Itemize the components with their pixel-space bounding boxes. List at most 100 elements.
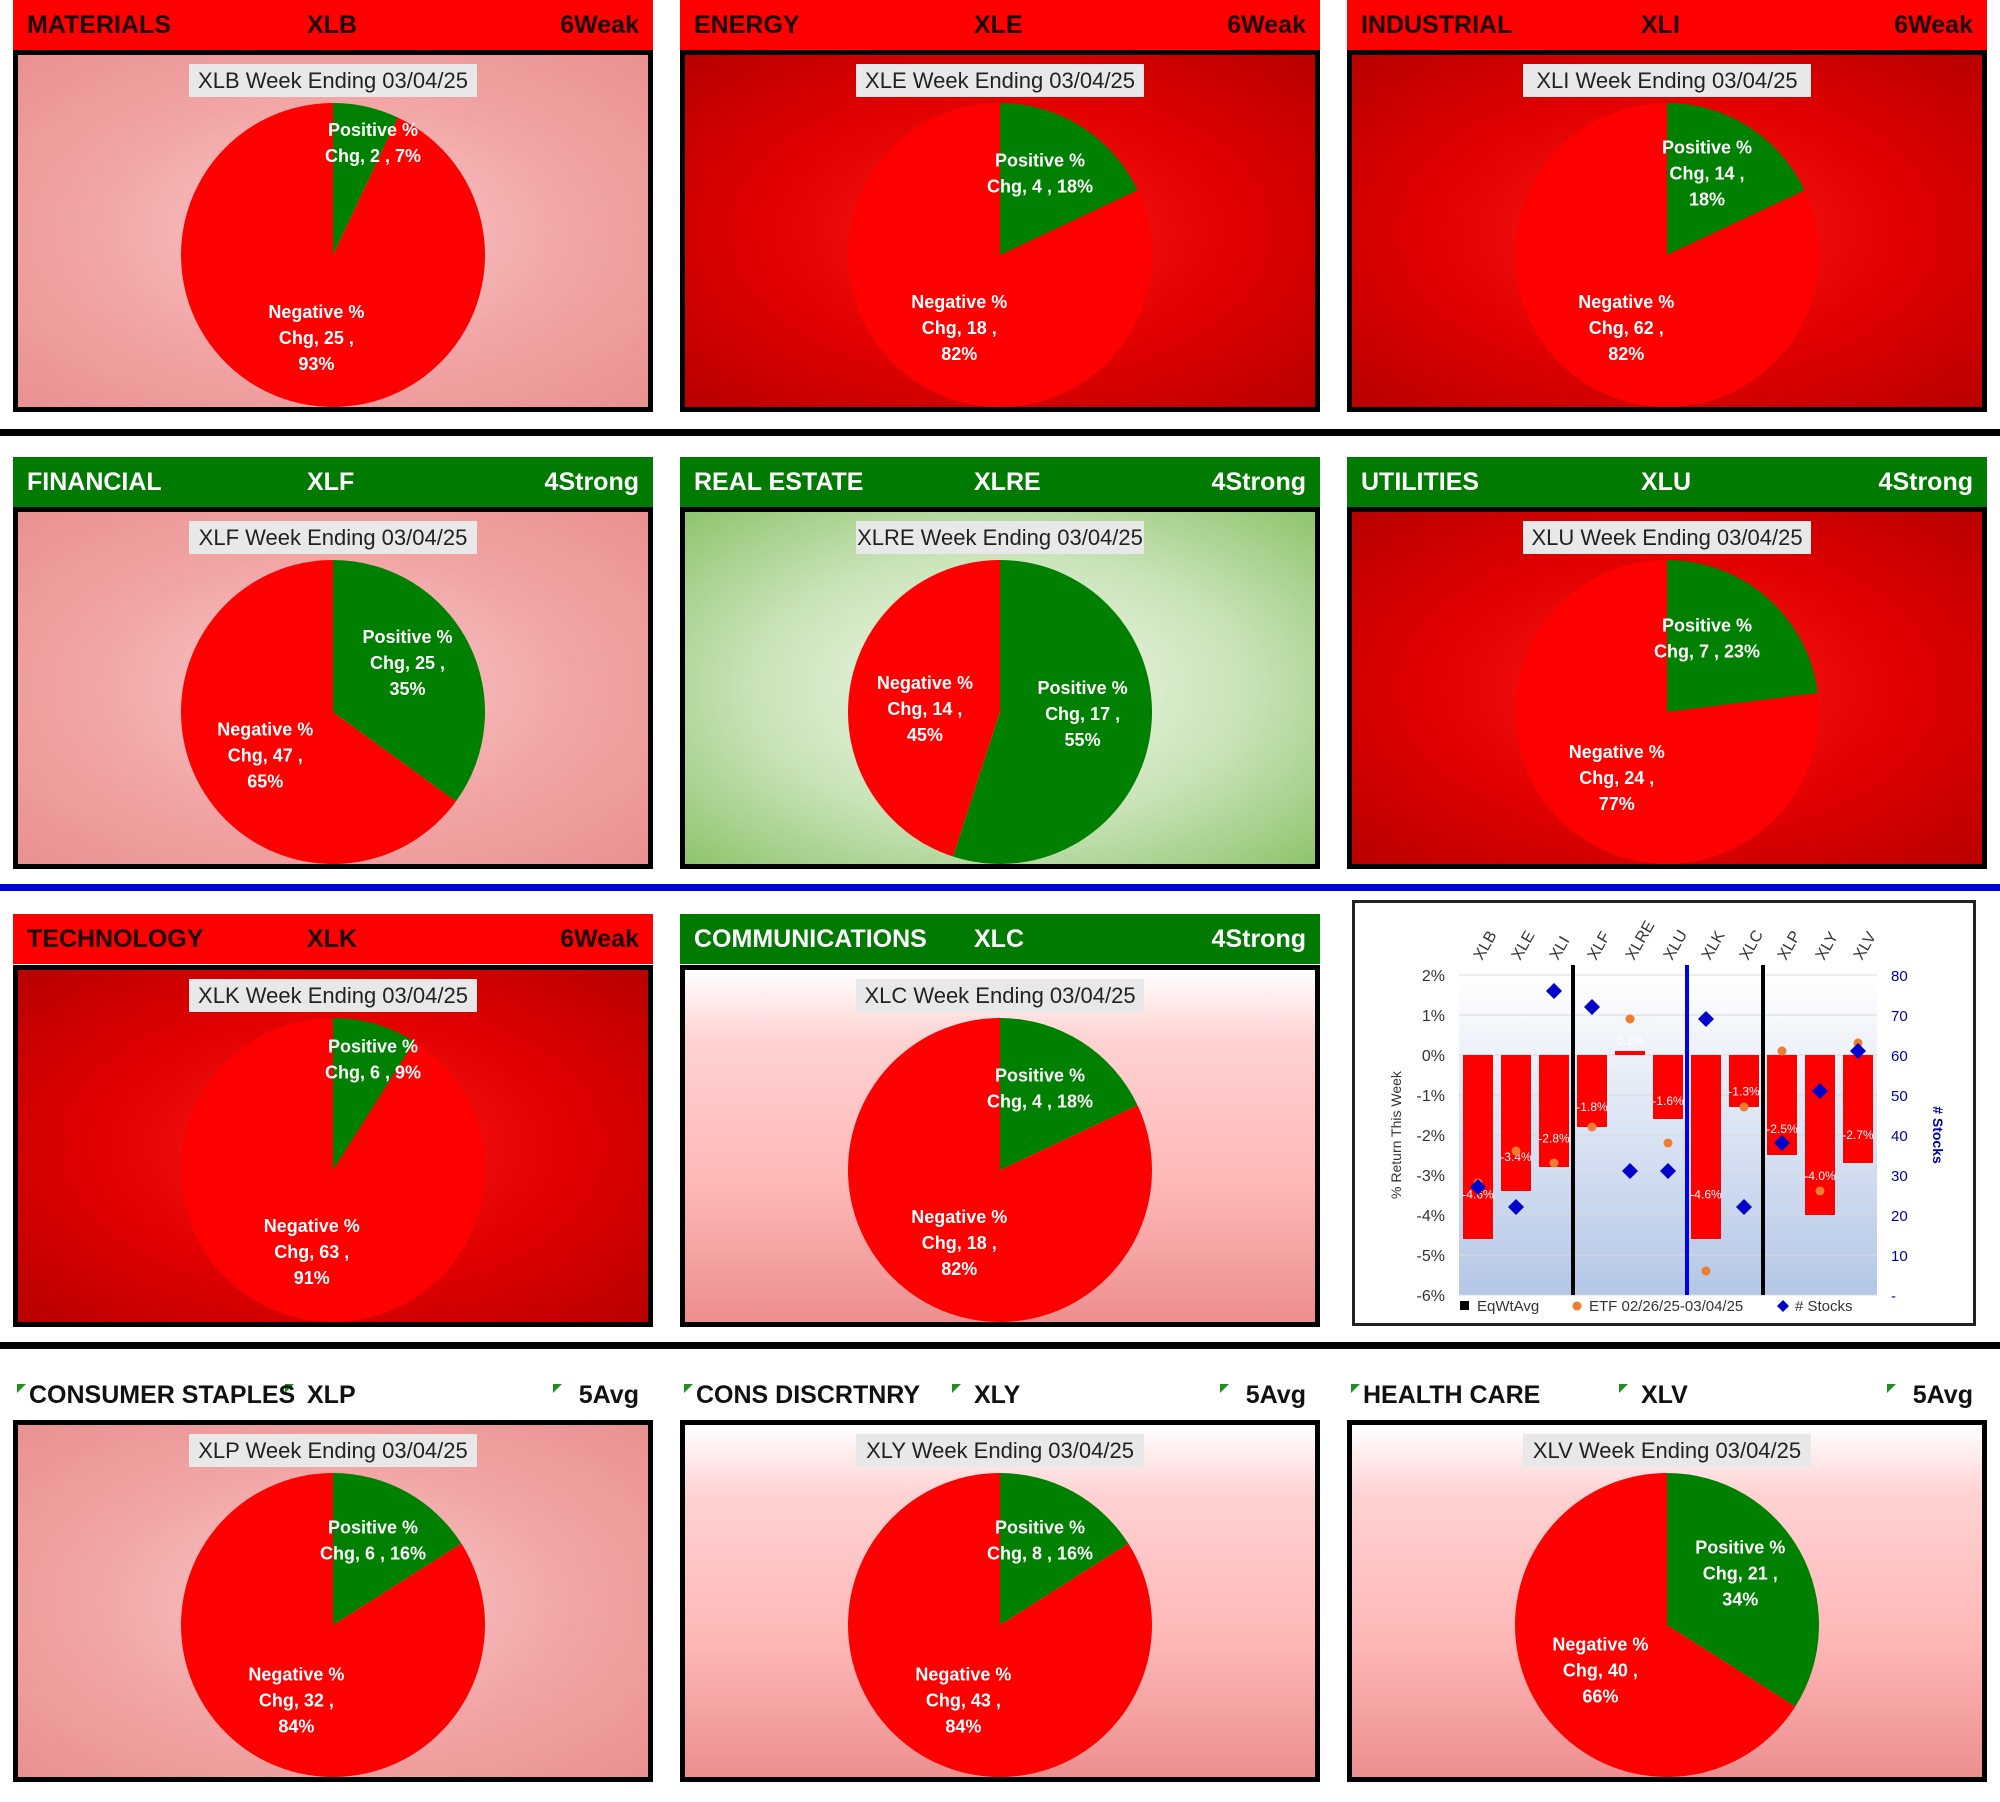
bar [1539, 1055, 1569, 1167]
sector-name: UTILITIES [1361, 467, 1480, 496]
sector-name: HEALTH CARE [1363, 1380, 1541, 1409]
pie-slice-positive [333, 1018, 415, 1170]
pie-label-negative: 66% [1582, 1687, 1618, 1707]
pie-label-negative: Negative % [248, 1665, 344, 1685]
pie-label-positive: Chg, 4 , 18% [987, 176, 1093, 196]
pie-label-positive: Positive % [995, 1065, 1085, 1085]
sector-ticker: XLK [307, 924, 357, 953]
pie-title-box [189, 1434, 477, 1467]
pie-title: XLU Week Ending 03/04/25 [1531, 525, 1802, 550]
sector-ticker: XLF [307, 467, 355, 496]
pie-label-negative: Negative % [877, 673, 973, 693]
pie-slice-negative [1515, 1473, 1796, 1777]
pie-label-positive: 55% [1065, 730, 1101, 750]
sector-header: HEALTH CARE XLV 5Avg [1347, 1370, 1987, 1420]
pie-label-positive: Positive % [1038, 678, 1128, 698]
pie-label-negative: Negative % [911, 1207, 1007, 1227]
sector-status: 4Strong [544, 467, 639, 496]
y2-tick-label: 60 [1891, 1048, 1908, 1065]
sector-ticker: XLY [974, 1380, 1021, 1409]
stocks-point [1736, 1199, 1752, 1215]
y-tick-label: -6% [1417, 1288, 1445, 1305]
sector-header: CONSUMER STAPLES XLP 5Avg [13, 1370, 653, 1420]
pie-label-positive: Positive % [328, 1518, 418, 1538]
pie-slice-negative [848, 560, 1000, 857]
pie-label-negative: Chg, 14 , [887, 699, 962, 719]
sector-header: INDUSTRIAL XLI 6Weak [1347, 0, 1987, 50]
bar [1577, 1055, 1607, 1127]
pie-label-positive: Positive % [995, 1518, 1085, 1538]
sector-pie-panel: XLB Week Ending 03/04/25 Positive % Chg, 2… [13, 50, 653, 412]
pie-label-positive: Positive % [1662, 137, 1752, 157]
stocks-point [1774, 1135, 1790, 1151]
cell-marker-icon [285, 1384, 294, 1393]
legend-label: # Stocks [1795, 1298, 1853, 1315]
etf-point [1815, 1186, 1825, 1196]
pie-label-positive: Positive % [328, 1037, 418, 1057]
etf-point [1511, 1146, 1521, 1156]
pie-title: XLV Week Ending 03/04/25 [1533, 1438, 1801, 1463]
legend-label: EqWtAvg [1477, 1298, 1539, 1315]
pie-label-negative: 82% [1608, 344, 1644, 364]
pie-label-positive: 18% [1689, 189, 1725, 209]
category-label: XLI [1547, 934, 1574, 963]
pie-label-positive: Chg, 8 , 16% [987, 1544, 1093, 1564]
sector-ticker: XLI [1641, 10, 1680, 39]
pie-title-box [1523, 1434, 1811, 1467]
pie-label-positive: 35% [389, 679, 425, 699]
pie-slice-positive [333, 560, 485, 802]
category-label: XLV [1851, 929, 1880, 963]
stocks-point [1622, 1163, 1638, 1179]
pie-label-positive: Chg, 25 , [370, 653, 445, 673]
pie-label-negative: 82% [941, 344, 977, 364]
y-tick-label: -5% [1417, 1248, 1445, 1265]
sector-header: COMMUNICATIONS XLC 4Strong [680, 914, 1320, 964]
sector-ticker: XLU [1641, 467, 1691, 496]
y2-tick-label: - [1891, 1288, 1896, 1305]
sector-name: CONS DISCRTNRY [696, 1380, 921, 1409]
sector-status: 6Weak [560, 924, 639, 953]
cell-marker-icon [1887, 1384, 1896, 1393]
sector-pie-panel: XLY Week Ending 03/04/25 Positive % Chg, 8… [680, 1420, 1320, 1782]
pie-label-negative: Chg, 32 , [259, 1691, 334, 1711]
pie-slice-negative [180, 560, 456, 864]
y2-tick-label: 10 [1891, 1248, 1908, 1265]
y-tick-label: 2% [1422, 968, 1445, 985]
y2-tick-label: 50 [1891, 1088, 1908, 1105]
sector-name: CONSUMER STAPLES [29, 1380, 296, 1409]
sector-pie-panel: XLF Week Ending 03/04/25 Positive % Chg, 2… [13, 507, 653, 869]
pie-label-positive: Chg, 6 , 9% [325, 1063, 421, 1083]
pie-label-positive: Chg, 6 , 16% [320, 1544, 426, 1564]
y2-tick-label: 80 [1891, 968, 1908, 985]
bar-data-label: -1.3% [1728, 1085, 1760, 1099]
legend-marker [1777, 1300, 1789, 1312]
sector-status: 4Strong [1211, 924, 1306, 953]
category-label: XLF [1585, 929, 1615, 963]
bar-data-label: -2.8% [1538, 1131, 1570, 1145]
sector-pie-panel: XLE Week Ending 03/04/25 Positive % Chg, 4… [680, 50, 1320, 412]
pie-title: XLK Week Ending 03/04/25 [198, 983, 468, 1008]
pie-label-negative: 93% [298, 354, 334, 374]
bar-data-label: -1.8% [1576, 1100, 1608, 1114]
y-tick-label: 1% [1422, 1008, 1445, 1025]
sector-name: COMMUNICATIONS [694, 924, 927, 953]
y2-axis-label: # Stocks [1930, 1106, 1946, 1164]
stocks-point [1584, 999, 1600, 1015]
pie-label-positive: Chg, 7 , 23% [1654, 641, 1760, 661]
sector-status: 5Avg [1912, 1380, 1973, 1409]
sector-status: 5Avg [1245, 1380, 1306, 1409]
pie-label-negative: 45% [907, 725, 943, 745]
pie-label-negative: 77% [1599, 794, 1635, 814]
sector-status: 6Weak [560, 10, 639, 39]
pie-title-box [189, 64, 477, 97]
bar-data-label: -1.6% [1652, 1094, 1684, 1108]
pie-title: XLB Week Ending 03/04/25 [198, 68, 468, 93]
pie-label-positive: Chg, 14 , [1669, 163, 1744, 183]
category-label: XLRE [1623, 918, 1659, 963]
pie-label-negative: Negative % [911, 292, 1007, 312]
pie-title: XLE Week Ending 03/04/25 [865, 68, 1135, 93]
pie-label-negative: Negative % [1552, 1635, 1648, 1655]
sector-status: 6Weak [1894, 10, 1973, 39]
etf-point [1587, 1122, 1597, 1132]
pie-slice-negative [181, 1018, 486, 1322]
